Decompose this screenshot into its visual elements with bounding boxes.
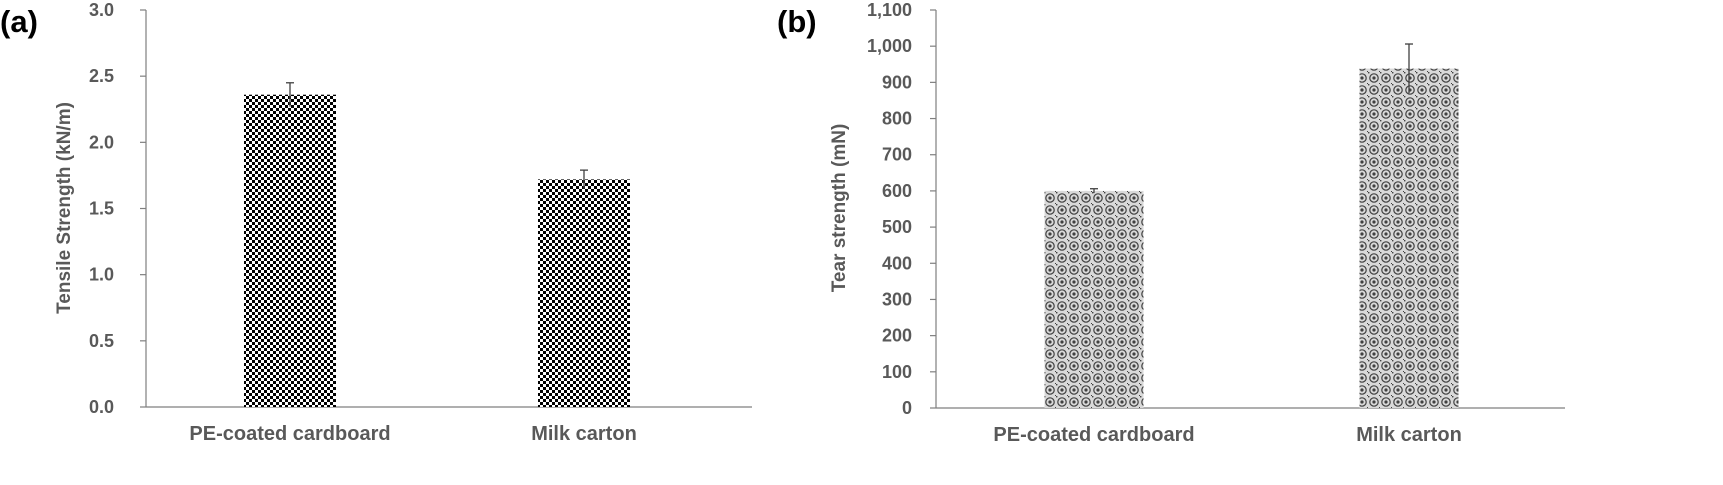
plot-area-b: 0 100 200 300 400 500 600 700 800 900 1,000 1,100 PE… <box>867 0 1565 446</box>
x-category-label-a: Milk carton <box>531 423 637 445</box>
y-tick-label-a: 0.5 <box>89 331 114 351</box>
y-tick-label-b: 300 <box>882 289 912 309</box>
y-axis-title-b: Tear strength (mN) <box>829 124 850 293</box>
x-category-label-a: PE-coated cardboard <box>189 423 390 445</box>
y-tick-label-a: 3.0 <box>89 0 114 20</box>
y-tick-label-b: 800 <box>882 109 912 129</box>
panel-b: (b) Tear strength (mN) 0 100 200 300 400 500 6… <box>777 0 1565 446</box>
y-tick-label-b: 1,000 <box>867 36 912 56</box>
y-tick-label-a: 1.0 <box>89 265 114 285</box>
y-tick-label-a: 2.5 <box>89 66 114 86</box>
y-tick-label-a: 2.0 <box>89 132 114 152</box>
y-tick-label-a: 0.0 <box>89 397 114 417</box>
panel-label-a: (a) <box>0 4 38 39</box>
panel-a: (a) Tensile Strength (kN/m) 0.0 0.5 1.0 1.5… <box>0 0 752 445</box>
panel-label-b: (b) <box>777 4 817 39</box>
y-axis-title-a-wrap: Tensile Strength (kN/m) <box>54 102 75 314</box>
y-tick-label-a: 1.5 <box>89 199 114 219</box>
y-tick-label-b: 400 <box>882 253 912 273</box>
y-axis-title-b-wrap: Tear strength (mN) <box>829 124 850 293</box>
y-tick-label-b: 600 <box>882 181 912 201</box>
y-tick-label-b: 0 <box>902 398 912 418</box>
x-category-label-b: Milk carton <box>1356 424 1462 446</box>
y-tick-label-b: 100 <box>882 362 912 382</box>
bar-b-1 <box>1044 190 1144 408</box>
y-tick-label-b: 700 <box>882 145 912 165</box>
bar-a-2 <box>538 179 630 407</box>
plot-area-a: 0.0 0.5 1.0 1.5 2.0 2.5 3.0 PE-coated cardboard… <box>89 0 752 445</box>
y-axis-title-a: Tensile Strength (kN/m) <box>54 102 75 314</box>
x-category-label-b: PE-coated cardboard <box>993 424 1194 446</box>
bar-b-2 <box>1359 68 1459 408</box>
y-tick-label-b: 1,100 <box>867 0 912 20</box>
y-tick-label-b: 500 <box>882 217 912 237</box>
bar-a-1 <box>244 94 336 408</box>
y-tick-label-b: 900 <box>882 72 912 92</box>
y-tick-label-b: 200 <box>882 326 912 346</box>
